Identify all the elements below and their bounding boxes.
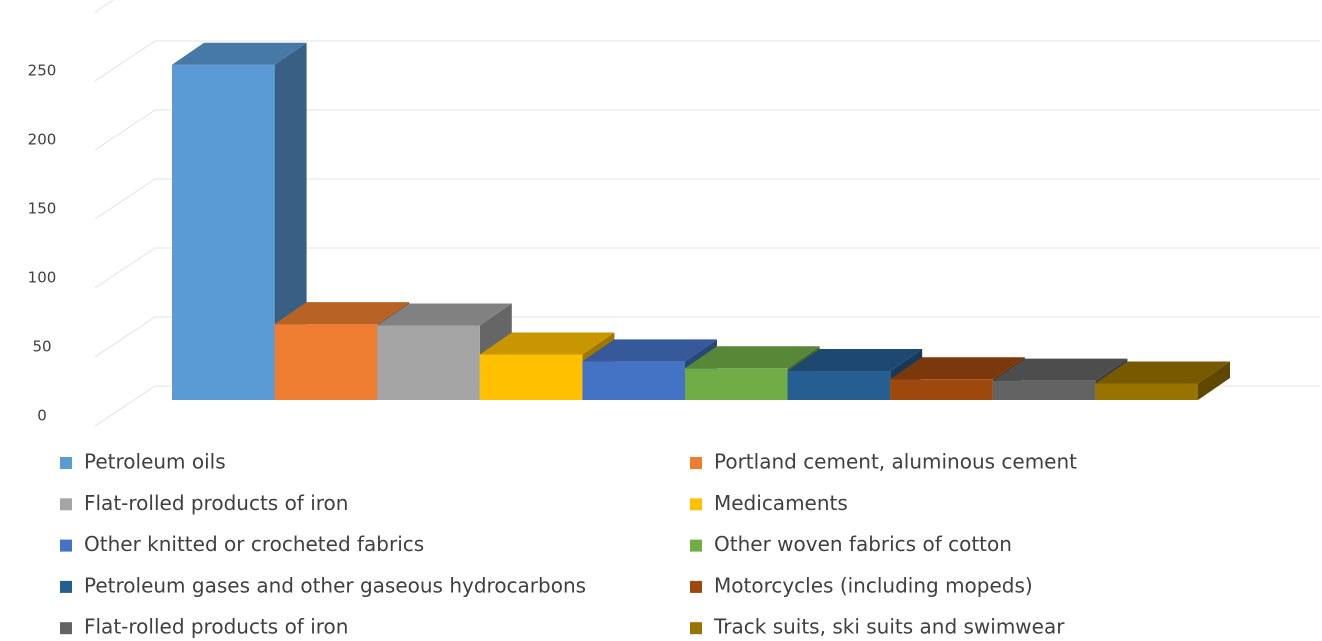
legend-swatch [60,580,72,593]
grid-line [94,0,114,13]
y-tick-label: 50 [32,338,51,356]
legend-swatch [60,457,72,469]
legend-label: Medicaments [714,491,848,515]
legend-label: Portland cement, aluminous cement [714,450,1077,474]
bar-top [787,349,923,372]
bar-top [992,358,1128,381]
legend-label: Petroleum gases and other gaseous hydroc… [84,573,586,597]
legend-label: Motorcycles (including mopeds) [714,573,1033,597]
bar-top [274,302,410,325]
legend-label: Flat-rolled products of iron [84,491,348,515]
legend-label: Other knitted or crocheted fabrics [84,532,424,556]
bar [582,361,685,400]
bar [685,368,788,400]
y-tick-label: 0 [37,407,47,425]
bar-top [172,42,307,65]
bar-top [377,303,512,326]
y-tick-label: 250 [28,62,57,80]
bar [1095,383,1198,400]
bar [890,379,993,400]
bar-top [685,346,820,369]
bar [377,325,480,400]
bar-top [479,332,615,355]
legend-swatch [690,457,702,469]
bar [787,371,891,400]
legend-swatch [690,622,702,635]
grid-line [94,109,156,151]
legend-swatch [60,622,72,635]
legend-swatch [60,539,72,552]
grid-line [94,178,156,220]
bar-top [1095,361,1230,384]
bar [992,380,1096,400]
y-tick-label: 100 [28,269,57,287]
bar-top [582,339,717,362]
legend-label: Track suits, ski suits and swimwear [713,615,1065,639]
bar-top [890,357,1025,380]
legend-swatch [690,580,702,593]
y-tick-label: 150 [28,200,57,218]
grid-line [94,247,156,289]
bar [479,354,583,400]
grid-line [94,385,156,427]
bar [172,64,275,400]
legend-label: Petroleum oils [84,450,226,474]
grid-line [94,40,156,82]
legend-label: Other woven fabrics of cotton [714,532,1012,556]
bar-side [1198,361,1230,400]
y-tick-label: 200 [28,131,57,149]
legend-swatch [690,539,702,552]
legend-swatch [60,498,72,511]
legend-swatch [690,498,702,511]
grid-line [94,316,156,358]
legend-label: Flat-rolled products of iron [84,615,348,639]
bar [274,324,378,400]
